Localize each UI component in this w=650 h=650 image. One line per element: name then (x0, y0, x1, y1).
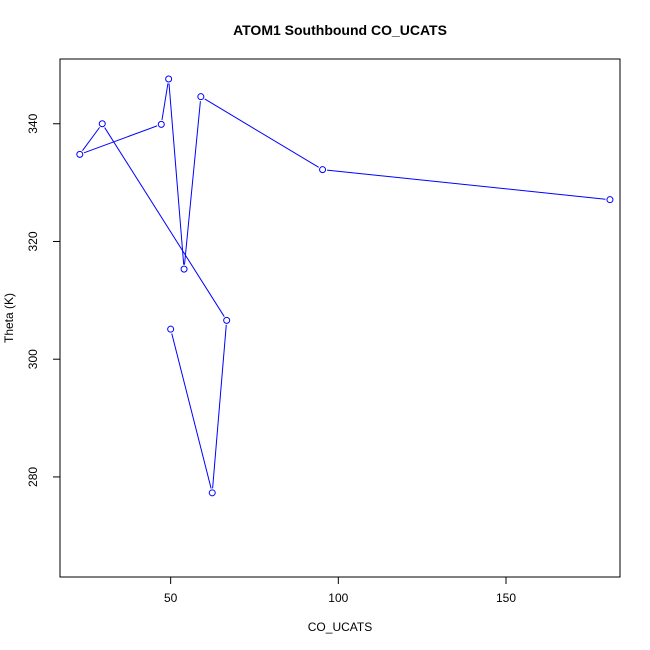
data-point (167, 325, 175, 333)
y-axis: 280 300 320 340 (26, 113, 61, 487)
series-segment (161, 83, 169, 120)
data-point (76, 150, 84, 158)
data-point (98, 120, 106, 128)
series-segment (212, 324, 227, 489)
series-segment (104, 127, 225, 317)
chart-title: ATOM1 Southbound CO_UCATS (233, 22, 447, 38)
x-tick-label: 100 (328, 591, 348, 605)
y-axis-label: Theta (K) (2, 293, 16, 343)
series-segment (204, 98, 319, 168)
data-point (180, 265, 188, 273)
y-tick-label: 280 (26, 467, 40, 487)
series-segment (184, 101, 201, 265)
series-segment (326, 169, 606, 200)
series-points (76, 75, 614, 497)
data-point (157, 120, 165, 128)
x-axis: 50 100 150 (164, 576, 516, 605)
series-segment (83, 125, 158, 154)
y-tick-label: 340 (26, 113, 40, 133)
data-point (223, 316, 231, 324)
data-point (165, 75, 173, 83)
series-segment (82, 127, 100, 152)
data-point (197, 93, 205, 101)
data-point (606, 196, 614, 204)
series-segment (168, 83, 185, 265)
x-tick-label: 50 (164, 591, 178, 605)
y-tick-label: 320 (26, 231, 40, 251)
x-tick-label: 150 (496, 591, 516, 605)
y-tick-label: 300 (26, 349, 40, 369)
x-axis-label: CO_UCATS (308, 620, 372, 634)
data-point (319, 166, 327, 174)
series-segment (171, 333, 212, 489)
data-point (208, 489, 216, 497)
series-lines (82, 83, 606, 489)
